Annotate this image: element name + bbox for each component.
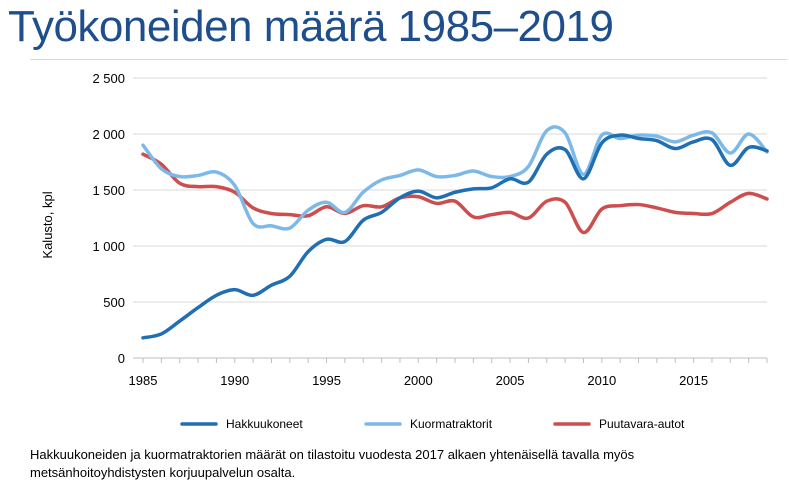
x-axis-tick-labels: 1985 1990 1995 2000 2005 2010 2015 [129,373,709,388]
y-axis-tick-labels: 0 500 1 000 1 500 2 000 2 500 [92,71,125,366]
legend-label: Puutavara-autot [599,417,685,431]
series-line-puutavara-autot [141,152,769,235]
page-title: Työkoneiden määrä 1985–2019 [8,2,614,51]
series-lines [141,125,769,340]
y-tick-label: 1 500 [92,183,125,198]
y-tick-label: 500 [103,295,125,310]
x-tick-label: 1995 [312,373,341,388]
y-tick-label: 2 500 [92,71,125,86]
legend: Hakkuukoneet Kuormatraktorit Puutavara-aut… [180,417,685,431]
legend-label: Kuormatraktorit [410,417,493,431]
y-tick-label: 0 [118,351,125,366]
line-chart: 0 500 1 000 1 500 2 000 2 500 1985 1990 1995 200… [40,71,769,431]
series-line-hakkuukoneet [141,133,769,340]
y-tick-label: 2 000 [92,127,125,142]
x-tick-label: 1985 [129,373,158,388]
axes [133,357,768,363]
footnote: Hakkuukoneiden ja kuormatraktorien määrä… [30,447,635,480]
title-divider [30,59,787,60]
x-tick-label: 2015 [679,373,708,388]
x-tick-label: 2010 [587,373,616,388]
x-tick-label: 1990 [220,373,249,388]
x-tick-label: 2000 [404,373,433,388]
x-tick-label: 2005 [496,373,525,388]
series-line-kuormatraktorit [141,125,769,231]
y-tick-label: 1 000 [92,239,125,254]
legend-label: Hakkuukoneet [226,417,303,431]
y-axis-title: Kalusto, kpl [40,191,55,258]
